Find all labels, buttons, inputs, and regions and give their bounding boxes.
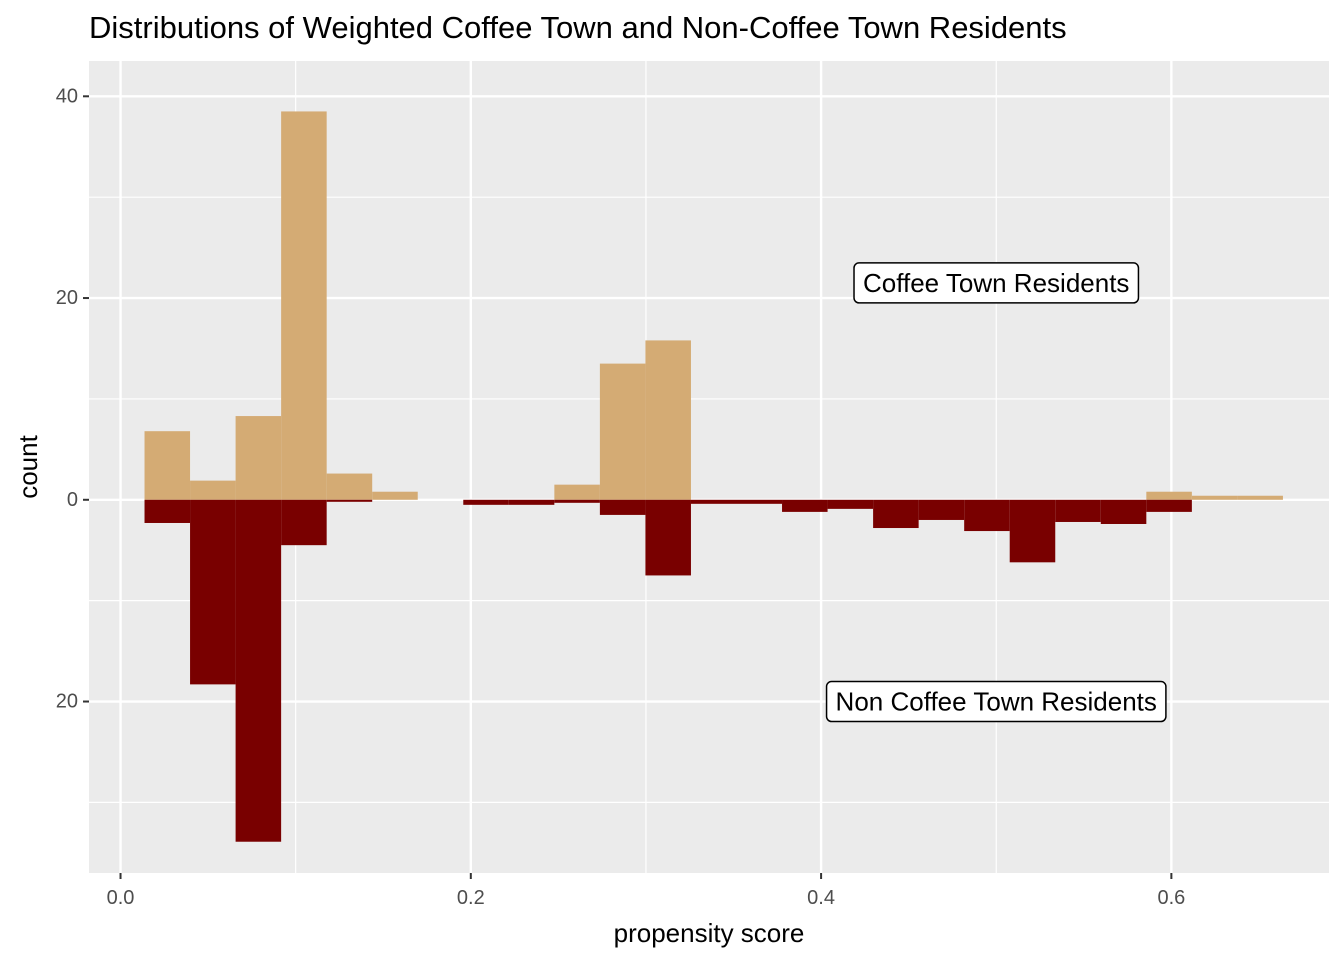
bar-non-coffee-town xyxy=(599,499,646,515)
x-tick-label: 0.2 xyxy=(457,887,485,909)
annotation-box xyxy=(825,680,1167,723)
x-axis: 0.0 0.2 0.4 0.6 xyxy=(107,873,1185,909)
bar-non-coffee-town xyxy=(690,499,737,504)
bar-non-coffee-town xyxy=(873,499,919,529)
y-axis: 20 0 20 40 xyxy=(56,85,89,713)
chart-title: Distributions of Weighted Coffee Town an… xyxy=(89,10,1067,45)
bar-non-coffee-town xyxy=(645,499,691,576)
bar-coffee-town xyxy=(144,431,191,500)
annotation-label: Non Coffee Town Residents xyxy=(825,680,1167,723)
bar-coffee-town xyxy=(190,480,236,500)
bar-non-coffee-town xyxy=(281,499,327,546)
bar-coffee-town xyxy=(281,111,327,500)
x-tick-label: 0.4 xyxy=(807,887,835,909)
y-tick-label: 20 xyxy=(56,287,78,309)
bar-coffee-town xyxy=(1146,491,1192,500)
bar-coffee-town xyxy=(372,491,418,500)
bar-non-coffee-town xyxy=(235,499,282,842)
bar-coffee-town xyxy=(235,416,282,500)
bar-coffee-town xyxy=(326,473,373,500)
bar-coffee-town xyxy=(1237,495,1283,500)
y-tick-label: 40 xyxy=(56,85,78,107)
x-axis-title: propensity score xyxy=(614,918,805,948)
bar-non-coffee-town xyxy=(1009,499,1056,563)
bar-non-coffee-town xyxy=(508,499,555,505)
bar-non-coffee-town xyxy=(782,499,828,512)
bar-non-coffee-town xyxy=(144,499,191,523)
bars xyxy=(144,111,1283,842)
annotation-text: Coffee Town Residents xyxy=(863,268,1129,298)
bar-coffee-town xyxy=(599,363,646,500)
bar-non-coffee-town xyxy=(827,499,874,509)
bar-coffee-town xyxy=(1191,495,1238,500)
bar-coffee-town xyxy=(645,340,691,500)
bar-non-coffee-town xyxy=(918,499,965,520)
bar-non-coffee-town xyxy=(1055,499,1101,522)
annotations: Coffee Town Residents Non Coffee Town Res… xyxy=(825,262,1167,723)
bar-coffee-town xyxy=(554,484,600,500)
annotation-text: Non Coffee Town Residents xyxy=(836,687,1157,717)
bar-non-coffee-town xyxy=(326,499,373,502)
bar-non-coffee-town xyxy=(1146,499,1192,512)
bar-non-coffee-town xyxy=(463,499,509,505)
bar-non-coffee-town xyxy=(736,499,783,504)
x-tick-label: 0.6 xyxy=(1157,887,1185,909)
x-tick-label: 0.0 xyxy=(107,887,135,909)
bar-non-coffee-town xyxy=(964,499,1010,532)
bar-non-coffee-town xyxy=(1100,499,1147,524)
y-axis-title: count xyxy=(13,434,43,498)
annotation-box xyxy=(853,262,1140,304)
bar-non-coffee-town xyxy=(554,499,600,503)
y-tick-label: 0 xyxy=(67,489,78,511)
bar-non-coffee-town xyxy=(190,499,236,685)
y-tick-label: 20 xyxy=(56,691,78,713)
annotation-label: Coffee Town Residents xyxy=(853,262,1140,304)
